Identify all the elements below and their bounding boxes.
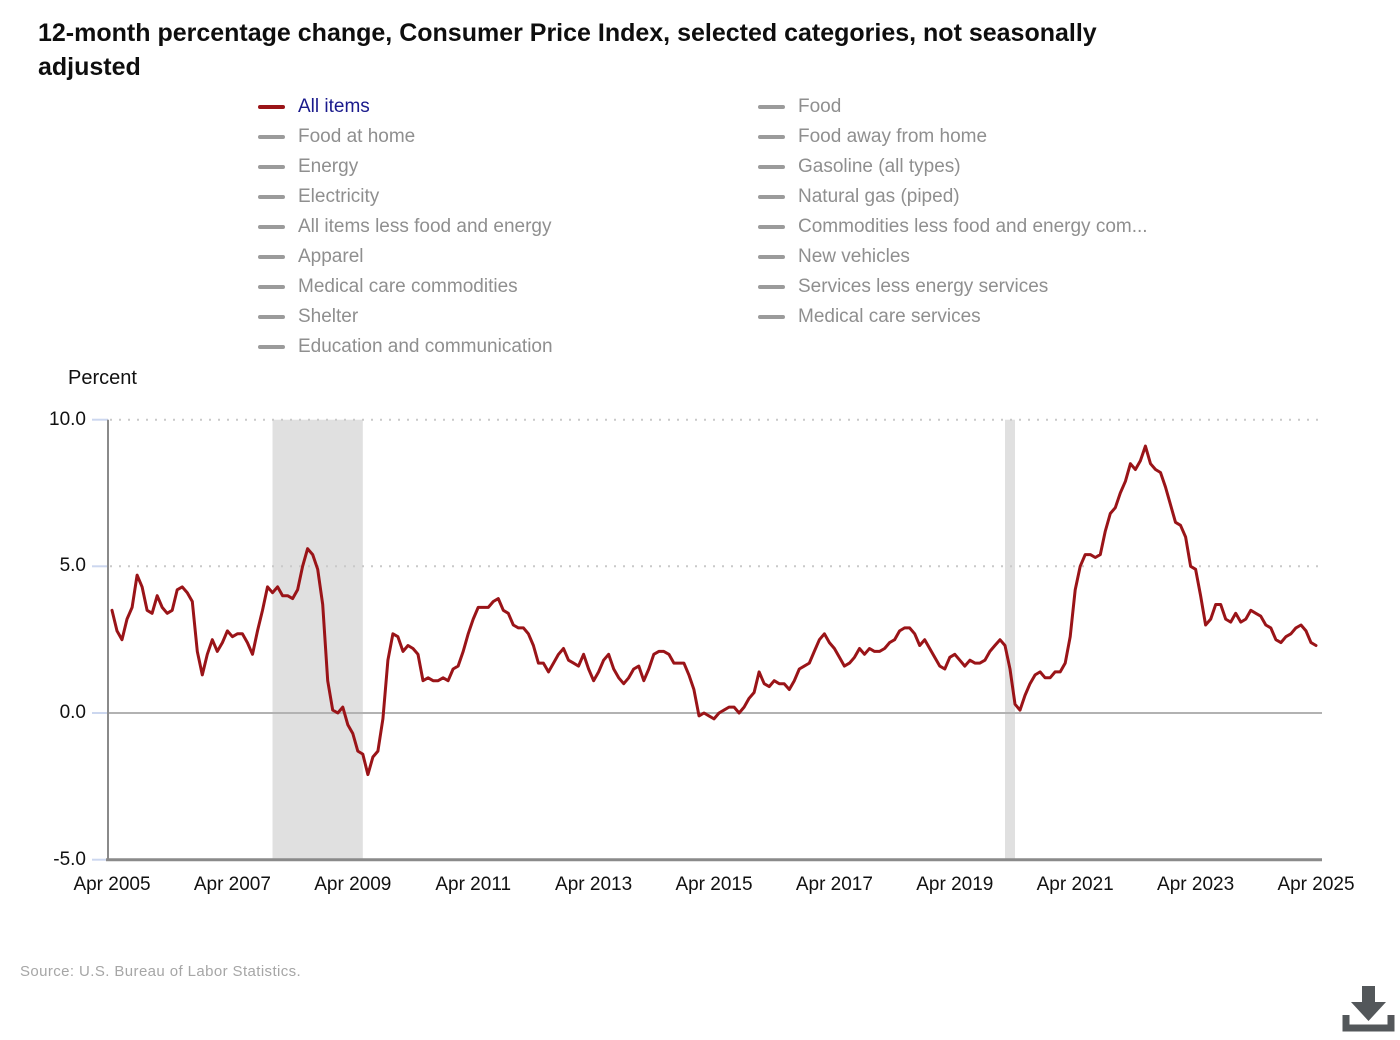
legend-item-label: Food at home bbox=[298, 126, 416, 147]
legend-column-left: All items Food at home Energy Electricity Al… bbox=[258, 92, 553, 362]
legend-item-services-less-energy-services[interactable]: Services less energy services bbox=[758, 272, 1148, 302]
legend-line-swatch bbox=[258, 195, 285, 199]
legend-item-gasoline-all-types[interactable]: Gasoline (all types) bbox=[758, 152, 1148, 182]
legend-item-medical-care-commodities[interactable]: Medical care commodities bbox=[258, 272, 553, 302]
y-tick-label: 0.0 bbox=[59, 702, 86, 723]
legend-item-label: All items less food and energy bbox=[298, 216, 552, 237]
legend-column-right: Food Food away from home Gasoline (all typ… bbox=[758, 92, 1148, 332]
x-tick-label: Apr 2015 bbox=[675, 874, 753, 895]
legend-line-swatch bbox=[758, 195, 785, 199]
legend-line-swatch bbox=[758, 285, 785, 289]
legend-item-shelter[interactable]: Shelter bbox=[258, 302, 553, 332]
legend-item-label: Natural gas (piped) bbox=[798, 186, 960, 207]
legend-item-all-items[interactable]: All items bbox=[258, 92, 553, 122]
legend-item-label: Education and communication bbox=[298, 336, 553, 357]
legend-line-swatch bbox=[258, 255, 285, 259]
legend-line-swatch bbox=[758, 225, 785, 229]
legend-line-swatch bbox=[258, 165, 285, 169]
y-tick-label: 5.0 bbox=[59, 555, 86, 577]
legend-item-energy[interactable]: Energy bbox=[258, 152, 553, 182]
legend-line-swatch bbox=[258, 345, 285, 349]
legend-item-electricity[interactable]: Electricity bbox=[258, 182, 553, 212]
legend-line-swatch bbox=[258, 225, 285, 229]
legend-item-label: Medical care services bbox=[798, 306, 981, 327]
legend-line-swatch bbox=[758, 165, 785, 169]
x-tick-label: Apr 2021 bbox=[1036, 874, 1114, 895]
download-button[interactable] bbox=[1338, 984, 1400, 1038]
legend-item-medical-care-services[interactable]: Medical care services bbox=[758, 302, 1148, 332]
chart-title-line-1: 12-month percentage change, Consumer Pri… bbox=[38, 19, 1097, 47]
legend-item-apparel[interactable]: Apparel bbox=[258, 242, 553, 272]
y-tick-label: -5.0 bbox=[53, 848, 86, 870]
legend-line-swatch bbox=[258, 105, 285, 109]
legend-item-all-items-less-food-and-energy[interactable]: All items less food and energy bbox=[258, 212, 553, 242]
legend-item-label: Services less energy services bbox=[798, 276, 1049, 297]
legend-item-food-at-home[interactable]: Food at home bbox=[258, 122, 553, 152]
x-tick-label: Apr 2005 bbox=[73, 874, 151, 895]
legend-item-commodities-less-food-and-energy-com[interactable]: Commodities less food and energy com... bbox=[758, 212, 1148, 242]
legend-line-swatch bbox=[758, 255, 785, 259]
legend-item-label: Apparel bbox=[298, 246, 364, 267]
legend-item-food-away-from-home[interactable]: Food away from home bbox=[758, 122, 1148, 152]
recession-band bbox=[1005, 419, 1015, 860]
x-tick-label: Apr 2011 bbox=[435, 874, 512, 895]
legend-line-swatch bbox=[258, 315, 285, 319]
download-icon bbox=[1342, 986, 1395, 1032]
legend-item-new-vehicles[interactable]: New vehicles bbox=[758, 242, 1148, 272]
legend-item-label: Electricity bbox=[298, 186, 380, 207]
chart-title-line-2: adjusted bbox=[38, 53, 141, 81]
legend-item-label: Medical care commodities bbox=[298, 276, 518, 297]
recession-band bbox=[272, 419, 363, 860]
x-tick-label: Apr 2007 bbox=[193, 874, 271, 895]
legend-item-food[interactable]: Food bbox=[758, 92, 1148, 122]
series-line-all-items[interactable] bbox=[110, 444, 1318, 777]
x-tick-label: Apr 2009 bbox=[314, 874, 392, 895]
legend-item-label: Shelter bbox=[298, 306, 359, 327]
legend-item-label: All items bbox=[298, 96, 370, 117]
legend-item-natural-gas-piped[interactable]: Natural gas (piped) bbox=[758, 182, 1148, 212]
legend-item-label: Food bbox=[798, 96, 842, 117]
x-tick-label: Apr 2019 bbox=[916, 874, 994, 895]
source-note: Source: U.S. Bureau of Labor Statistics. bbox=[20, 963, 302, 980]
legend-item-label: Food away from home bbox=[798, 126, 988, 147]
x-tick-label: Apr 2025 bbox=[1277, 874, 1355, 895]
legend-item-label: Commodities less food and energy com... bbox=[798, 216, 1148, 237]
y-tick-label: 10.0 bbox=[49, 408, 86, 430]
chart-title: 12-month percentage change, Consumer Pri… bbox=[38, 16, 1338, 84]
legend-line-swatch bbox=[258, 135, 285, 139]
legend-line-swatch bbox=[758, 135, 785, 139]
legend-item-label: Energy bbox=[298, 156, 359, 177]
legend-item-label: New vehicles bbox=[798, 246, 910, 267]
x-tick-label: Apr 2017 bbox=[795, 874, 873, 895]
chart-plot-area[interactable] bbox=[0, 400, 1400, 880]
legend-item-education-and-communication[interactable]: Education and communication bbox=[258, 332, 553, 362]
legend-line-swatch bbox=[758, 105, 785, 109]
legend-line-swatch bbox=[758, 315, 785, 319]
x-tick-label: Apr 2013 bbox=[555, 874, 633, 895]
legend-item-label: Gasoline (all types) bbox=[798, 156, 961, 177]
y-axis-title: Percent bbox=[68, 367, 137, 389]
legend-line-swatch bbox=[258, 285, 285, 289]
x-tick-label: Apr 2023 bbox=[1157, 874, 1235, 895]
